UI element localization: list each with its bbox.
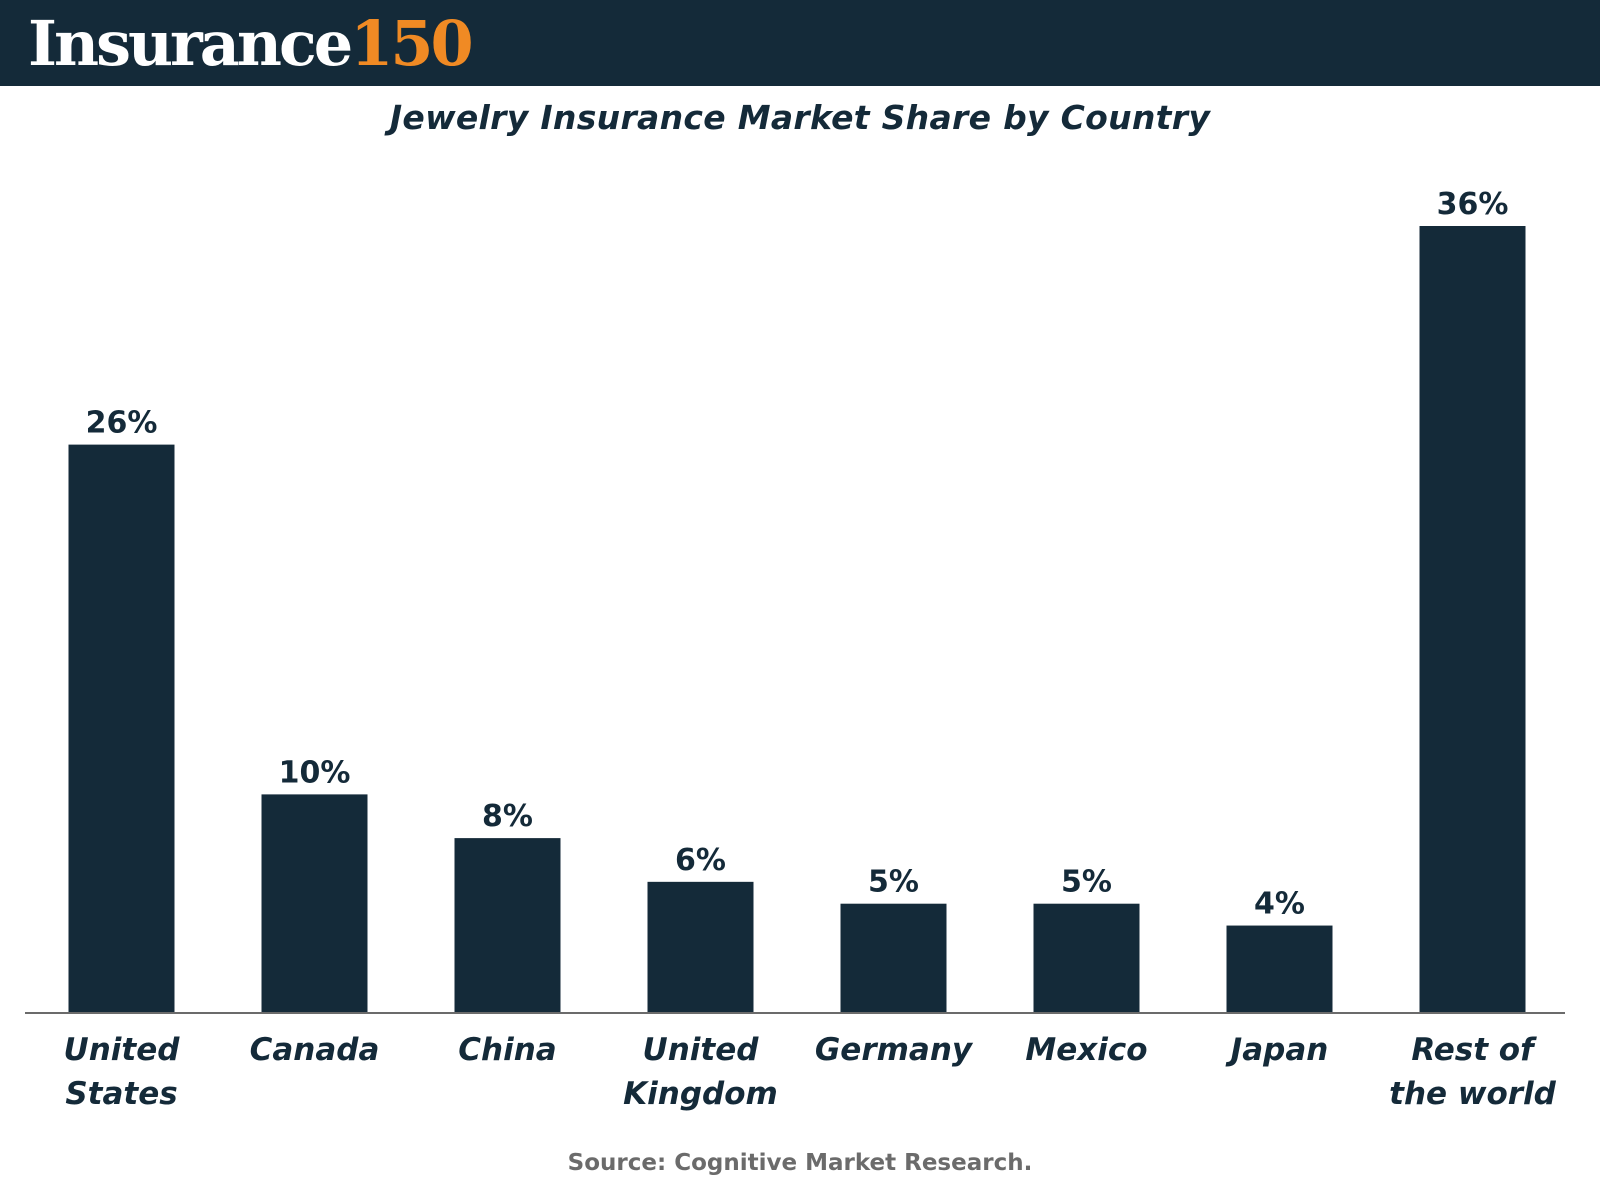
- header-bar: Insurance150: [0, 0, 1600, 86]
- bar: [261, 794, 368, 1013]
- logo-number: 150: [350, 7, 473, 80]
- x-tick-label: Japan: [1225, 1032, 1329, 1068]
- bar: [68, 444, 175, 1014]
- bar: [1226, 925, 1333, 1013]
- bar-value-label: 36%: [1437, 187, 1509, 222]
- x-tick-label: United Kingdom: [623, 1032, 778, 1112]
- bar-value-label: 5%: [868, 865, 919, 900]
- source-note: Source: Cognitive Market Research.: [567, 1150, 1033, 1176]
- chart-title: Jewelry Insurance Market Share by Countr…: [389, 98, 1211, 137]
- x-tick-label: Germany: [815, 1032, 974, 1068]
- x-tick-label: Rest of the world: [1389, 1032, 1557, 1112]
- x-tick-label: China: [458, 1032, 556, 1068]
- bar: [647, 881, 754, 1013]
- bar-value-label: 8%: [482, 799, 533, 834]
- bar: [1419, 226, 1526, 1013]
- bar-value-label: 26%: [86, 406, 158, 441]
- bar-value-label: 6%: [675, 843, 726, 878]
- bar: [454, 838, 561, 1013]
- bar-value-label: 4%: [1254, 887, 1305, 922]
- x-tick-label: United States: [64, 1032, 181, 1112]
- brand-logo: Insurance150: [28, 2, 474, 86]
- bar-value-label: 10%: [279, 755, 351, 790]
- x-tick-label: Mexico: [1025, 1032, 1147, 1068]
- x-tick-label: Canada: [250, 1032, 380, 1068]
- bar-value-label: 5%: [1061, 865, 1112, 900]
- bar: [840, 903, 947, 1013]
- logo-word: Insurance: [28, 7, 353, 80]
- bar: [1033, 903, 1140, 1013]
